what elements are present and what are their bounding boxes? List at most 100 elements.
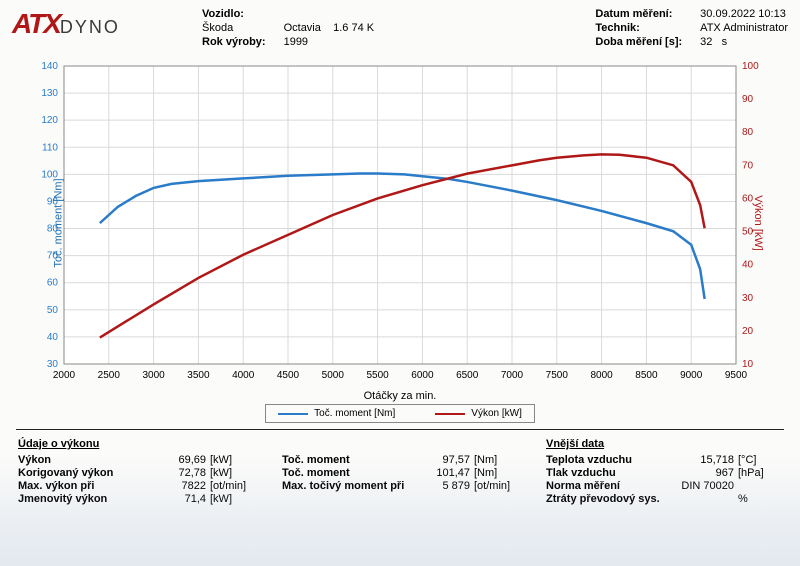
svg-text:8000: 8000 bbox=[590, 370, 613, 381]
measurement-info: Datum měření: 30.09.2022 10:13 Technik: … bbox=[595, 8, 788, 48]
vehicle-info: Vozidlo: Škoda Octavia 1.6 74 K Rok výro… bbox=[202, 8, 374, 48]
result-value bbox=[686, 493, 738, 505]
doba-label: Doba měření [s]: bbox=[595, 36, 682, 48]
svg-text:7000: 7000 bbox=[501, 370, 524, 381]
datum-value: 30.09.2022 10:13 bbox=[700, 8, 788, 20]
result-row: Teplota vzduchu15,718[°C] bbox=[546, 454, 782, 466]
svg-text:30: 30 bbox=[47, 359, 59, 370]
y-right-axis-label: Výkon [kW] bbox=[752, 195, 764, 251]
result-unit: [ot/min] bbox=[210, 480, 254, 492]
legend-torque: Toč. moment [Nm] bbox=[278, 408, 395, 419]
result-label: Ztráty převodový sys. bbox=[546, 493, 660, 505]
result-row: Výkon 69,69[kW] bbox=[18, 454, 254, 466]
svg-text:6000: 6000 bbox=[411, 370, 434, 381]
result-unit: [Nm] bbox=[474, 467, 518, 479]
result-label: Max. výkon při bbox=[18, 480, 128, 492]
result-unit: [°C] bbox=[738, 454, 782, 466]
svg-text:30: 30 bbox=[742, 293, 754, 304]
result-row: Toč. moment97,57[Nm] bbox=[282, 454, 518, 466]
result-unit: % bbox=[738, 493, 782, 505]
legend-torque-line bbox=[278, 413, 308, 415]
result-value: 97,57 bbox=[422, 454, 474, 466]
results-col-2: Toč. moment97,57[Nm]Toč. moment 101,47[Nm… bbox=[282, 438, 518, 506]
svg-text:9500: 9500 bbox=[725, 370, 748, 381]
vehicle-make: Škoda bbox=[202, 22, 266, 34]
svg-text:4000: 4000 bbox=[232, 370, 255, 381]
result-label: Toč. moment bbox=[282, 467, 392, 479]
svg-text:50: 50 bbox=[47, 305, 59, 316]
result-value: DIN 70020 bbox=[681, 480, 738, 492]
rok-label: Rok výroby: bbox=[202, 36, 266, 48]
result-unit: [kW] bbox=[210, 467, 254, 479]
result-unit: [hPa] bbox=[738, 467, 782, 479]
svg-text:7500: 7500 bbox=[546, 370, 569, 381]
x-axis-label: Otáčky za min. bbox=[0, 390, 800, 402]
result-unit: [ot/min] bbox=[474, 480, 518, 492]
logo-text-dyno: DYNO bbox=[60, 17, 120, 37]
result-value: 101,47 bbox=[422, 467, 474, 479]
svg-text:4500: 4500 bbox=[277, 370, 300, 381]
svg-text:80: 80 bbox=[742, 127, 754, 138]
result-row: Max. točivý moment při 5 879[ot/min] bbox=[282, 480, 518, 492]
svg-text:130: 130 bbox=[41, 88, 58, 99]
svg-text:5000: 5000 bbox=[322, 370, 345, 381]
svg-text:70: 70 bbox=[742, 160, 754, 171]
results-col-1: Údaje o výkonu Výkon69,69[kW]Korigovaný … bbox=[18, 438, 254, 506]
result-row: Max. výkon při 7822[ot/min] bbox=[18, 480, 254, 492]
results-panel: Údaje o výkonu Výkon69,69[kW]Korigovaný … bbox=[0, 434, 800, 506]
svg-text:100: 100 bbox=[742, 61, 759, 72]
result-label: Max. točivý moment při bbox=[282, 480, 404, 492]
result-value: 69,69 bbox=[158, 454, 210, 466]
result-label: Jmenovitý výkon bbox=[18, 493, 128, 505]
vozidlo-label: Vozidlo: bbox=[202, 8, 266, 20]
result-value: 15,718 bbox=[686, 454, 738, 466]
vehicle-model: Octavia bbox=[284, 22, 321, 34]
doba-unit: s bbox=[722, 36, 728, 48]
svg-text:6500: 6500 bbox=[456, 370, 479, 381]
svg-text:3500: 3500 bbox=[187, 370, 210, 381]
svg-text:20: 20 bbox=[742, 326, 754, 337]
header: ATXDYNO Vozidlo: Škoda Octavia 1.6 74 K … bbox=[0, 0, 800, 52]
chart-legend: Toč. moment [Nm] Výkon [kW] bbox=[265, 404, 535, 423]
svg-text:9000: 9000 bbox=[680, 370, 703, 381]
logo: ATXDYNO bbox=[12, 8, 182, 48]
result-label: Výkon bbox=[18, 454, 128, 466]
result-row: Jmenovitý výkon71,4[kW] bbox=[18, 493, 254, 505]
result-row: Korigovaný výkon72,78[kW] bbox=[18, 467, 254, 479]
dyno-chart: Toč. moment [Nm] Výkon [kW] 200025003000… bbox=[20, 58, 780, 388]
legend-power: Výkon [kW] bbox=[435, 408, 522, 419]
result-label: Tlak vzduchu bbox=[546, 467, 656, 479]
result-row: Norma měřeníDIN 70020 bbox=[546, 480, 782, 492]
result-value: 5 879 bbox=[422, 480, 474, 492]
svg-text:5500: 5500 bbox=[366, 370, 389, 381]
results-col-3: Vnější data Teplota vzduchu15,718[°C]Tla… bbox=[546, 438, 782, 506]
datum-label: Datum měření: bbox=[595, 8, 682, 20]
result-unit: [Nm] bbox=[474, 454, 518, 466]
svg-text:2500: 2500 bbox=[98, 370, 121, 381]
doba-value: 32 bbox=[700, 36, 712, 48]
col3-title: Vnější data bbox=[546, 438, 782, 450]
svg-text:90: 90 bbox=[742, 94, 754, 105]
chart-canvas: 2000250030003500400045005000550060006500… bbox=[20, 58, 780, 388]
technik-value: ATX Administrator bbox=[700, 22, 788, 34]
col1-title: Údaje o výkonu bbox=[18, 438, 254, 450]
rok-value: 1999 bbox=[284, 36, 375, 48]
y-left-axis-label: Toč. moment [Nm] bbox=[53, 178, 65, 267]
svg-text:110: 110 bbox=[42, 142, 58, 153]
logo-text-atx: ATX bbox=[12, 8, 60, 39]
svg-text:120: 120 bbox=[41, 115, 58, 126]
result-value: 7822 bbox=[158, 480, 210, 492]
result-unit: [kW] bbox=[210, 454, 254, 466]
svg-text:40: 40 bbox=[742, 260, 754, 271]
result-row: Tlak vzduchu 967[hPa] bbox=[546, 467, 782, 479]
svg-text:140: 140 bbox=[41, 61, 58, 72]
technik-label: Technik: bbox=[595, 22, 682, 34]
divider bbox=[16, 429, 784, 430]
svg-text:60: 60 bbox=[47, 278, 59, 289]
result-unit: [kW] bbox=[210, 493, 254, 505]
result-row: Ztráty převodový sys.% bbox=[546, 493, 782, 505]
svg-text:40: 40 bbox=[47, 332, 59, 343]
result-label: Korigovaný výkon bbox=[18, 467, 128, 479]
result-value: 967 bbox=[686, 467, 738, 479]
result-row: Toč. moment 101,47[Nm] bbox=[282, 467, 518, 479]
